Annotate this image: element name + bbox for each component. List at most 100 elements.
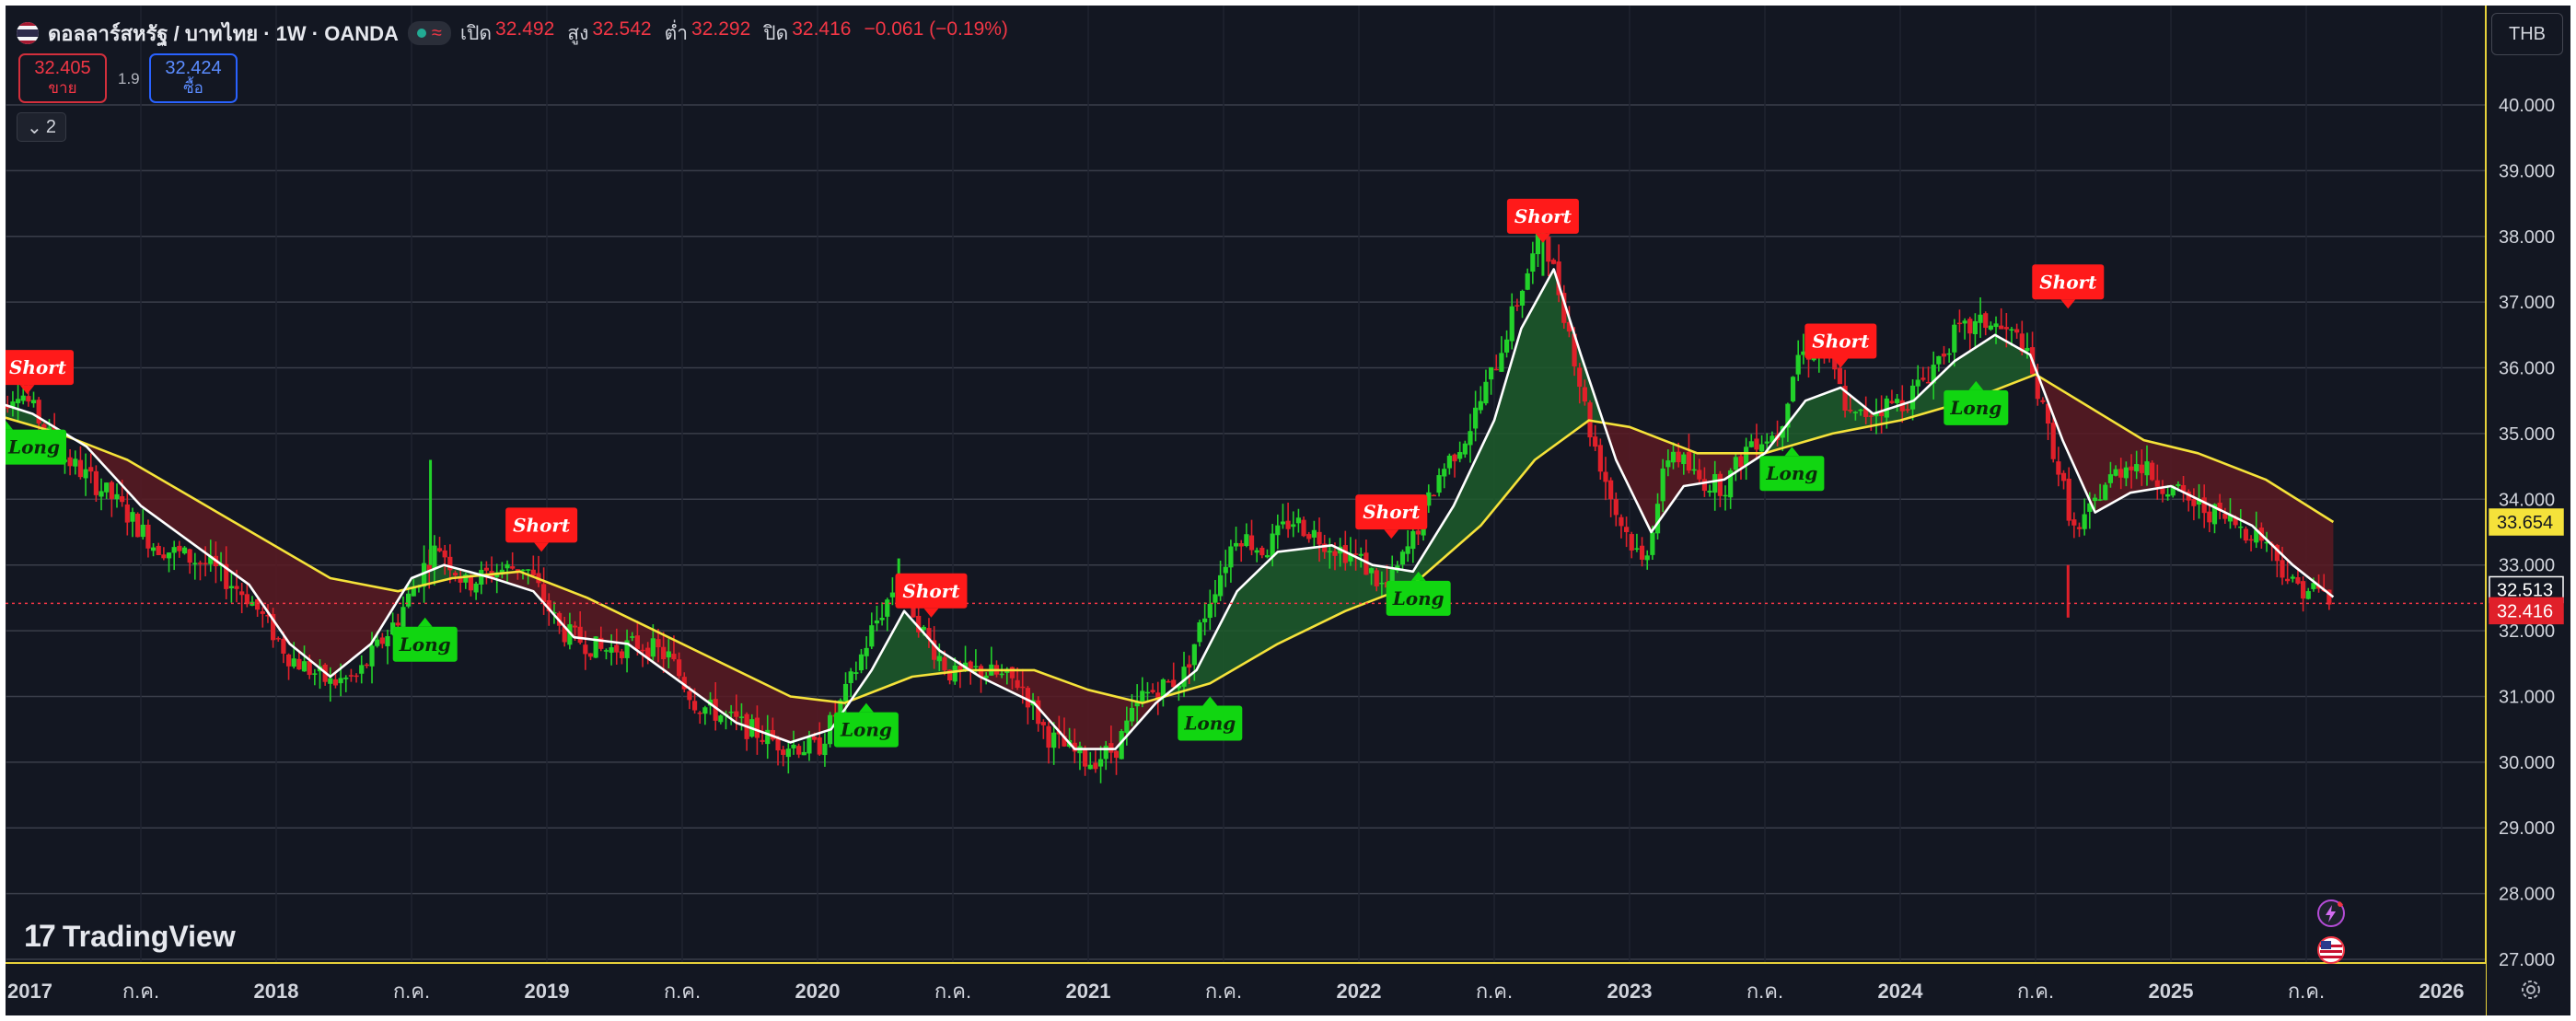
candle-body xyxy=(1556,261,1561,296)
lightning-icon[interactable] xyxy=(2316,899,2346,928)
candle-body xyxy=(510,566,516,569)
candle-body xyxy=(791,744,796,748)
candle-body xyxy=(1452,454,1457,462)
candle-body xyxy=(1597,445,1603,472)
buy-price: 32.424 xyxy=(165,58,222,78)
candle-body xyxy=(634,635,640,650)
candle-body xyxy=(603,650,609,652)
candle-body xyxy=(1530,253,1536,273)
candle-body xyxy=(1993,323,1999,328)
candle-body xyxy=(1670,451,1677,463)
candle-body xyxy=(567,624,573,645)
candle-body xyxy=(1238,542,1244,547)
candle-body xyxy=(1723,494,1728,497)
candle-body xyxy=(244,594,249,605)
candle-body xyxy=(1155,692,1161,701)
candle-body xyxy=(187,549,192,563)
candle-body xyxy=(1009,667,1015,679)
candle-body xyxy=(718,715,724,723)
candle-body xyxy=(1790,377,1796,401)
candle-body xyxy=(77,459,84,478)
candle-body xyxy=(957,666,963,670)
candle-body xyxy=(150,547,157,551)
candle-body xyxy=(328,678,333,684)
signal-box xyxy=(1386,580,1451,616)
candle-body xyxy=(661,646,667,659)
signal-label: Long xyxy=(1183,712,1236,734)
candle-body xyxy=(1176,685,1181,689)
candle-body xyxy=(640,649,645,652)
chart-window[interactable]: Long Short Long Short Long Short Long Short Long… xyxy=(6,6,2570,1015)
buy-button[interactable]: 32.424 ซื้อ xyxy=(149,53,238,103)
candle-body xyxy=(1285,520,1291,529)
time-tick-label: 2023 xyxy=(1607,980,1653,1003)
candle-body xyxy=(874,620,880,624)
candle-body xyxy=(978,666,984,678)
candle-body xyxy=(1150,690,1155,692)
candle-body xyxy=(1686,451,1692,471)
candle-body xyxy=(1978,314,1983,323)
ohlc-values: เปิด 32.492 สูง 32.542 ต่ำ 32.292 ปิด 32.416… xyxy=(460,18,1017,49)
sell-label: ขาย xyxy=(48,79,77,97)
signal-box xyxy=(2032,264,2105,300)
candle-body xyxy=(468,576,474,591)
symbol-title[interactable]: ดอลลาร์สหรัฐ / บาทไทย · 1W · OANDA xyxy=(48,21,399,45)
candle-body xyxy=(1254,550,1259,553)
candle-body xyxy=(734,711,739,717)
candle-body xyxy=(442,550,447,558)
candle-body xyxy=(260,611,265,614)
candle-body xyxy=(1848,410,1853,412)
candle-body xyxy=(1654,504,1661,534)
long-signal: Long xyxy=(1386,571,1451,616)
candle-body xyxy=(1936,355,1942,365)
candle-body xyxy=(2243,528,2249,541)
sell-button[interactable]: 32.405 ขาย xyxy=(18,53,107,103)
signal-label: Short xyxy=(9,356,67,378)
candle-body xyxy=(1160,679,1166,699)
candle-body xyxy=(666,651,671,658)
candle-body xyxy=(2295,577,2301,584)
candle-body xyxy=(2056,461,2061,475)
candle-body xyxy=(379,637,385,644)
price-tick-label: 39.000 xyxy=(2499,161,2555,181)
candle-body xyxy=(1436,475,1442,493)
candle-body xyxy=(650,638,656,657)
candle-body xyxy=(2040,400,2046,402)
candle-body xyxy=(1342,545,1348,563)
time-tick-label: 2025 xyxy=(2149,980,2194,1003)
candle-body xyxy=(1941,354,1947,357)
candle-body xyxy=(2118,469,2124,478)
candle-body xyxy=(526,569,531,571)
candle-body xyxy=(593,636,598,658)
candle-body xyxy=(1707,490,1712,493)
candle-body xyxy=(291,658,296,667)
candle-body xyxy=(1374,570,1379,586)
signal-label: Long xyxy=(1392,587,1445,609)
candle-body xyxy=(2191,498,2197,506)
short-signal: Short xyxy=(1355,494,1428,540)
candle-body xyxy=(1291,524,1296,528)
bull-ribbon xyxy=(1164,269,1606,697)
market-status-pill[interactable]: ≈ xyxy=(407,21,451,45)
price-chart[interactable]: Long Short Long Short Long Short Long Short Long… xyxy=(6,6,2570,1015)
settings-gear-icon[interactable] xyxy=(2517,976,2545,1004)
candle-body xyxy=(1207,603,1213,619)
currency-selector[interactable]: THB xyxy=(2491,13,2563,55)
candle-body xyxy=(395,622,400,626)
us-flag-icon[interactable] xyxy=(2316,935,2346,965)
candle-body xyxy=(775,738,781,751)
candle-body xyxy=(587,653,594,657)
moving-averages xyxy=(6,268,2486,750)
candle-body xyxy=(858,654,864,671)
candle-body xyxy=(822,743,828,756)
indicators-toggle[interactable]: ⌄ 2 xyxy=(17,112,66,142)
time-tick-label: 2021 xyxy=(1066,980,1111,1003)
candle-body xyxy=(171,547,177,553)
candle-body xyxy=(197,563,203,564)
candle-body xyxy=(1493,368,1499,371)
candle-body xyxy=(1478,400,1483,411)
chevron-down-icon: ⌄ xyxy=(27,117,42,138)
candle-body xyxy=(271,613,276,641)
bear-ribbon xyxy=(971,669,1165,749)
tradingview-logo[interactable]: 17 TradingView xyxy=(24,919,236,955)
